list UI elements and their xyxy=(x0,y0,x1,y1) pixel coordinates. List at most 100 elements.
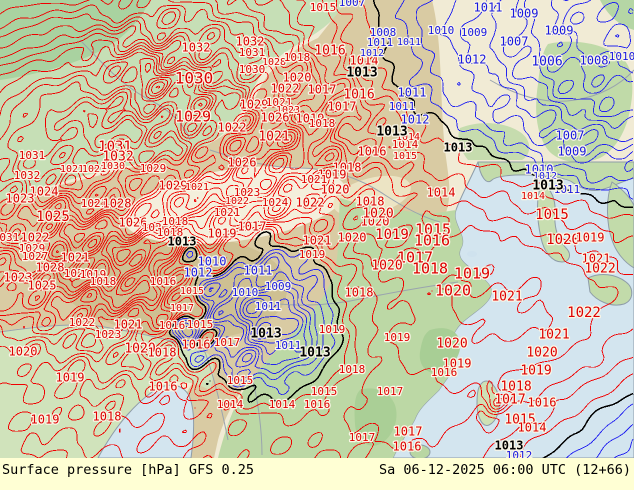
isobar-value-label: 1031 xyxy=(19,149,46,162)
isobar-value-label: 1020 xyxy=(362,207,393,222)
lake-1 xyxy=(467,251,477,257)
isobar-value-label: 1028 xyxy=(262,57,286,68)
isobar-value-label: 1025 xyxy=(36,209,70,225)
isobar-value-label: 1017 xyxy=(238,220,267,234)
river-yellow xyxy=(209,149,441,223)
isobar-value-label: 1012 xyxy=(184,266,213,280)
isobar-value-label: 1032 xyxy=(236,35,265,49)
isobar-value-label: 1019 xyxy=(208,227,237,241)
isobar-value-label: 1013 xyxy=(299,346,330,361)
isobar-value-label: 1016 xyxy=(528,396,557,410)
isobar-value-label: 1018 xyxy=(148,346,177,360)
isobar-value-label: 1030 xyxy=(101,161,125,172)
isobar-1017 xyxy=(0,0,619,433)
isobar-value-label: 1011 xyxy=(397,37,421,48)
isobar-value-label: 1016 xyxy=(150,275,177,288)
isobar-value-label: 1020 xyxy=(142,221,169,234)
isobar-value-label: 1021 xyxy=(491,290,522,305)
isobar-value-label: 1017 xyxy=(397,249,433,267)
isobar-value-label: 1011 xyxy=(244,264,273,278)
corner-green xyxy=(600,0,634,30)
isobar-value-label: 1020 xyxy=(9,345,38,359)
isobar-value-label: 1018 xyxy=(356,195,385,209)
river-salween xyxy=(204,351,229,441)
isobar-value-label: 1010 xyxy=(428,24,455,37)
hainan-island xyxy=(409,444,431,458)
isobar-1016 xyxy=(8,0,634,458)
river-northwest xyxy=(79,39,191,141)
isobar-1005 xyxy=(245,0,634,337)
isobar-value-label: 1020 xyxy=(283,71,312,85)
isobar-value-label: 1013 xyxy=(346,66,377,81)
isobar-value-label: 1019 xyxy=(384,331,411,344)
isobar-value-label: 1028 xyxy=(36,261,65,275)
isobar-value-label: 1010 xyxy=(232,286,259,299)
isobar-value-label: 1020 xyxy=(321,183,350,197)
southeast-green-dark-1 xyxy=(419,328,461,373)
isobar-value-label: 1015 xyxy=(415,221,451,239)
isobar-value-label: 1026 xyxy=(261,111,290,125)
isobar-value-label: 1013 xyxy=(495,439,524,453)
bay-of-bengal xyxy=(97,384,195,458)
isobar-value-label: 1031 xyxy=(98,139,132,155)
isobar-value-label: 1018 xyxy=(345,286,374,300)
isobar-value-label: 1018 xyxy=(93,410,122,424)
isobar-value-label: 1017 xyxy=(328,100,357,114)
isobar-value-label: 1007 xyxy=(339,0,366,9)
isobar-value-label: 1020 xyxy=(64,267,91,280)
isobar-1007 xyxy=(239,0,634,344)
isobar-value-label: 1020 xyxy=(526,346,557,361)
isobar-value-label: 1029 xyxy=(19,242,46,255)
isobar-value-label: 1012 xyxy=(458,53,487,67)
isobar-value-label: 1022 xyxy=(69,316,96,329)
isobar-value-label: 1009 xyxy=(265,280,292,293)
isobar-value-label: 1019 xyxy=(80,268,107,281)
isobar-value-label: 1015 xyxy=(504,413,535,428)
isobar-value-label: 1016 xyxy=(182,338,211,352)
isobar-value-label: 1021 xyxy=(303,234,332,248)
isobar-value-label: 1017 xyxy=(494,393,525,408)
product-label: Surface pressure [hPa] GFS 0.25 xyxy=(2,462,254,478)
isobar-value-label: 1018 xyxy=(339,363,366,376)
isobar-value-label: 1009 xyxy=(545,24,574,38)
isobar-value-label: 1019 xyxy=(319,323,346,336)
northeast-green xyxy=(536,41,633,163)
isobar-value-label: 1020 xyxy=(361,215,390,229)
isobar-value-label: 1018 xyxy=(309,117,336,130)
isobar-value-label: 1024 xyxy=(30,185,59,199)
isobar-value-label: 1021 xyxy=(185,182,209,193)
isobar-value-label: 1008 xyxy=(370,26,397,39)
isobar-value-label: 1032 xyxy=(14,169,41,182)
isobar-value-label: 1023 xyxy=(4,271,33,285)
isobar-1010 xyxy=(177,0,634,458)
isobar-value-label: 1022 xyxy=(225,196,249,207)
isobar-value-label: 1020 xyxy=(124,342,155,357)
isobar-value-label: 1031 xyxy=(239,46,266,59)
isobar-value-label: 1021 xyxy=(582,252,611,266)
isobar-value-label: 1018 xyxy=(412,260,448,278)
isobar-value-label: 1020 xyxy=(546,232,580,248)
isobar-value-label: 1011 xyxy=(554,183,581,196)
isobar-1024 xyxy=(0,11,299,301)
isobar-1019 xyxy=(0,0,503,407)
isobar-value-label: 1019 xyxy=(520,364,551,379)
isobar-value-label: 1019 xyxy=(576,231,605,245)
isobar-value-label: 1026 xyxy=(228,156,257,170)
isobar-value-label: 1011 xyxy=(389,100,416,113)
isobar-value-label: 1022 xyxy=(584,262,615,277)
isobar-value-label: 1017 xyxy=(214,336,241,349)
isobar-value-label: 1023 xyxy=(234,186,261,199)
isobar-1025 xyxy=(0,25,296,278)
isobar-value-label: 1026 xyxy=(119,216,148,230)
isobar-value-label: 1019 xyxy=(318,168,347,182)
isobar-value-label: 1022 xyxy=(218,121,247,135)
valid-time-label: Sa 06-12-2025 06:00 UTC (12+66) xyxy=(379,462,631,478)
isobar-value-label: 1027 xyxy=(22,250,49,263)
isobar-value-label: 1015 xyxy=(311,385,338,398)
isobar-value-label: 1017 xyxy=(308,83,337,97)
isobar-value-label: 1019 xyxy=(299,248,326,261)
isobar-value-label: 1015 xyxy=(310,1,337,14)
isobar-value-label: 1016 xyxy=(159,319,186,332)
isobar-value-label: 1016 xyxy=(149,380,178,394)
isobar-value-label: 1022 xyxy=(567,305,601,321)
